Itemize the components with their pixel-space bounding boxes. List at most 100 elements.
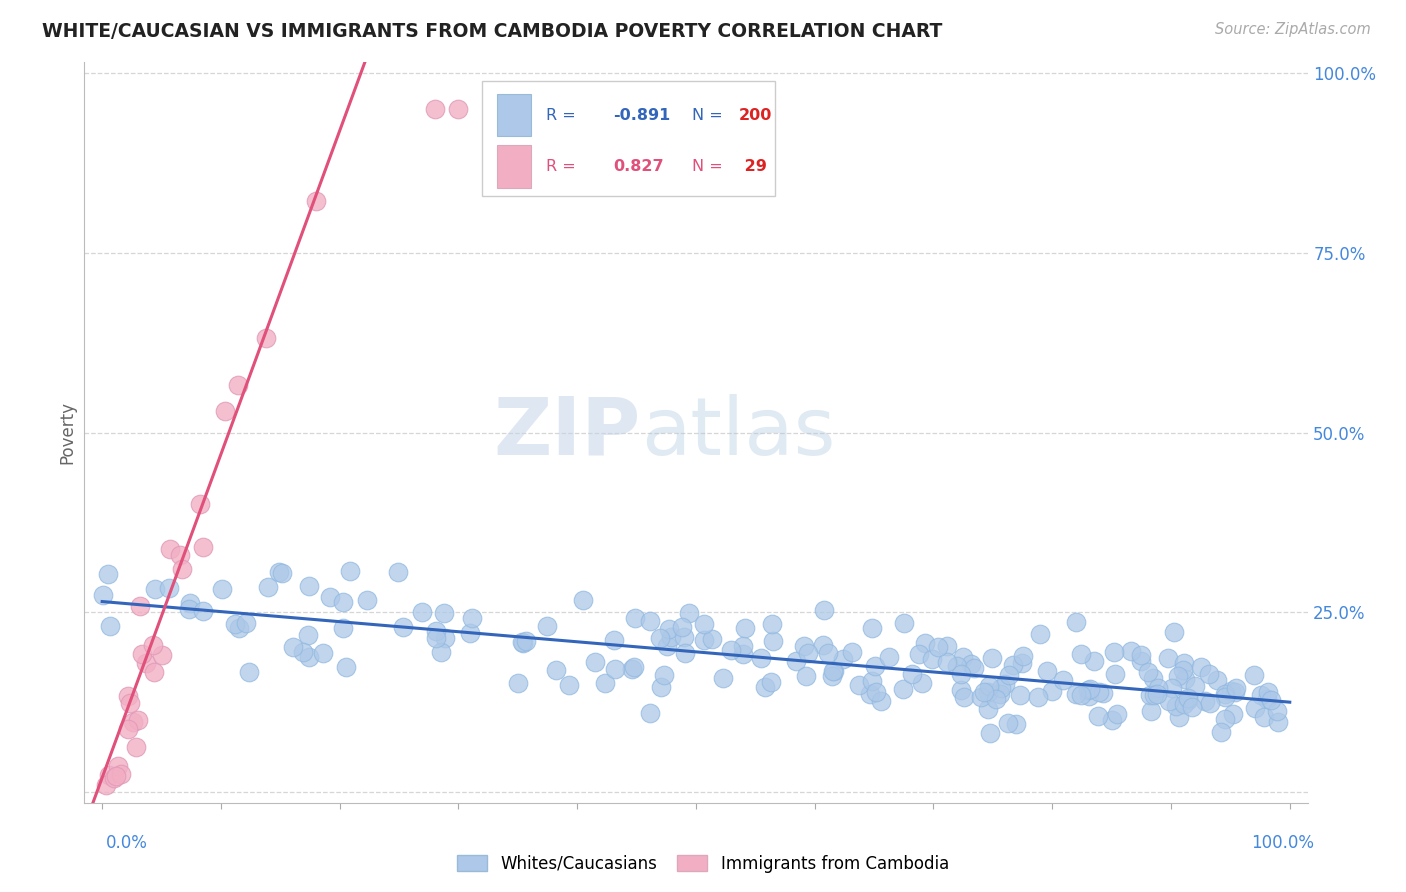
Point xyxy=(638,614,661,628)
Point xyxy=(150,648,173,662)
Point xyxy=(583,655,606,669)
Point xyxy=(1173,697,1195,711)
Point xyxy=(935,640,957,654)
Point xyxy=(170,562,193,576)
Point xyxy=(976,684,998,698)
Point xyxy=(990,681,1012,695)
Point xyxy=(387,566,409,580)
Text: -0.891: -0.891 xyxy=(613,108,671,122)
Point xyxy=(1220,684,1243,698)
Point xyxy=(506,676,529,690)
Text: 0.0%: 0.0% xyxy=(105,834,148,852)
Point xyxy=(332,621,354,635)
Point xyxy=(700,632,723,646)
Point xyxy=(1177,691,1199,706)
Point xyxy=(1104,666,1126,681)
Point xyxy=(157,581,180,595)
Point xyxy=(546,663,568,677)
Point xyxy=(117,722,139,736)
Point xyxy=(977,702,1000,716)
Point xyxy=(110,767,132,781)
Point xyxy=(946,659,969,673)
Point xyxy=(97,567,120,582)
Point xyxy=(1001,657,1024,672)
Point xyxy=(1157,694,1180,708)
Point xyxy=(191,604,214,618)
Point xyxy=(1070,688,1092,702)
Point xyxy=(1256,691,1278,706)
Point xyxy=(603,632,626,647)
Bar xyxy=(496,145,531,188)
Point xyxy=(785,654,807,668)
Point xyxy=(733,648,755,662)
Point xyxy=(692,632,714,647)
Point xyxy=(1142,671,1164,685)
Point xyxy=(235,616,257,631)
Point xyxy=(650,680,672,694)
Point xyxy=(860,673,883,688)
Point xyxy=(813,603,835,617)
Point xyxy=(271,566,294,580)
Point xyxy=(281,640,304,655)
Point xyxy=(970,690,993,704)
Point xyxy=(877,649,900,664)
Point xyxy=(1257,685,1279,699)
Point xyxy=(1250,688,1272,702)
Point xyxy=(191,540,214,554)
Point xyxy=(1005,717,1028,731)
Point xyxy=(297,628,319,642)
Point xyxy=(624,610,647,624)
Point xyxy=(1260,692,1282,706)
Point xyxy=(1101,713,1123,727)
Point xyxy=(1189,660,1212,674)
Point xyxy=(865,685,887,699)
Text: N =: N = xyxy=(692,160,723,174)
Point xyxy=(305,194,328,209)
Point xyxy=(1160,681,1182,695)
Point xyxy=(671,620,693,634)
Point xyxy=(731,639,754,653)
Point xyxy=(1225,685,1247,699)
Point xyxy=(1140,704,1163,718)
Point xyxy=(692,617,714,632)
Point xyxy=(105,768,128,782)
Point xyxy=(1198,667,1220,681)
Point xyxy=(411,605,433,619)
Point xyxy=(135,656,157,670)
Legend: Whites/Caucasians, Immigrants from Cambodia: Whites/Caucasians, Immigrants from Cambo… xyxy=(450,848,956,880)
Point xyxy=(312,646,335,660)
Point xyxy=(921,652,943,666)
Point xyxy=(754,680,776,694)
Text: R =: R = xyxy=(546,160,585,174)
Point xyxy=(121,715,143,730)
Point xyxy=(997,715,1019,730)
Point xyxy=(749,651,772,665)
Point xyxy=(952,650,974,665)
Point xyxy=(1215,687,1237,701)
Point xyxy=(1091,686,1114,700)
Point xyxy=(817,646,839,660)
Point xyxy=(1146,687,1168,701)
Point xyxy=(103,771,125,785)
Point xyxy=(1213,712,1236,726)
Point xyxy=(1040,683,1063,698)
Point xyxy=(893,615,915,630)
Point xyxy=(125,740,148,755)
Point xyxy=(1130,655,1153,669)
Point xyxy=(572,593,595,607)
Point xyxy=(678,607,700,621)
Point xyxy=(179,596,201,610)
Point xyxy=(1036,664,1059,678)
Point xyxy=(100,619,122,633)
Point xyxy=(1166,699,1188,714)
Point xyxy=(256,580,278,594)
Point xyxy=(859,688,882,702)
Point xyxy=(914,636,936,650)
Point xyxy=(512,635,534,649)
Point xyxy=(988,687,1011,701)
Point xyxy=(734,621,756,635)
Point xyxy=(1209,724,1232,739)
Point xyxy=(927,640,949,655)
Point xyxy=(188,496,211,510)
Point xyxy=(391,620,413,634)
